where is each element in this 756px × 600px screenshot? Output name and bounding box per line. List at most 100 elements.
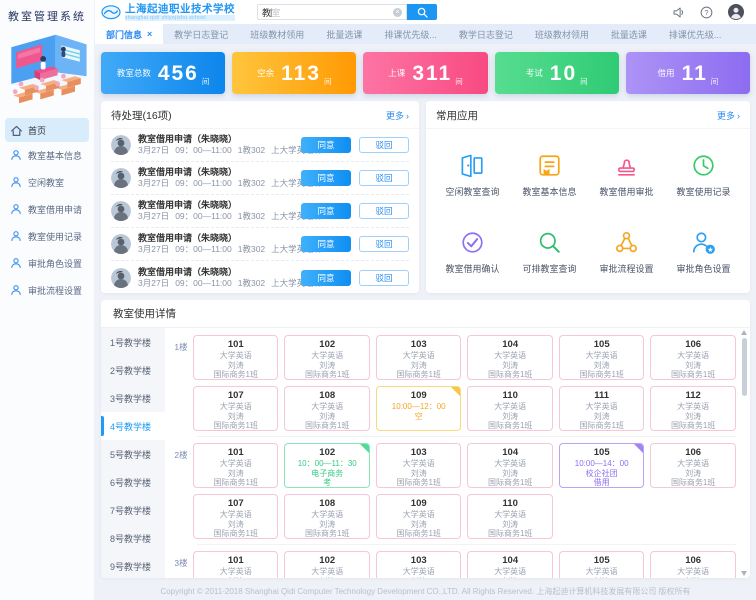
search-button[interactable]: [407, 4, 437, 20]
room-card[interactable]: 108 大学英语 刘涛 国际商务1班: [284, 386, 370, 431]
room-number: 104: [502, 339, 519, 350]
tab-8[interactable]: 排课优先级...: [658, 24, 733, 44]
building-tab[interactable]: 8号教学楼: [110, 533, 152, 544]
app-item[interactable]: 可排教室查询: [511, 216, 588, 287]
room-card[interactable]: 105 10:00—14：00 校企社团 借用: [558, 443, 645, 488]
room-card[interactable]: 112 大学英语 刘涛 国际商务1班: [650, 386, 736, 431]
sidebar-item[interactable]: 教室基本信息: [0, 142, 94, 169]
room-info-line: 大学英语: [219, 402, 252, 411]
reject-button[interactable]: 驳回: [359, 170, 409, 186]
building-tab[interactable]: 9号教学楼: [110, 561, 152, 572]
sidebar-item[interactable]: 首页: [5, 118, 89, 142]
stat-card[interactable]: 考试 10 间: [494, 52, 619, 94]
volume-icon[interactable]: [672, 6, 685, 19]
building-tab[interactable]: 1号教学楼: [110, 337, 152, 348]
clear-search-icon[interactable]: ×: [393, 7, 402, 17]
room-info-line: 国际商务1班: [213, 421, 258, 431]
stat-value: 456: [157, 61, 199, 85]
room-card[interactable]: 109 10:00—12：00 空: [375, 386, 462, 431]
room-info-line: 大学英语: [402, 567, 435, 576]
scroll-up-arrow[interactable]: [741, 330, 747, 335]
pending-more-link[interactable]: 更多 ›: [385, 110, 409, 122]
sidebar-item[interactable]: 教室借用申请: [0, 196, 94, 223]
approve-button[interactable]: 同意: [301, 236, 351, 252]
building-tab[interactable]: 4号教学楼: [101, 412, 165, 440]
app-item[interactable]: 教室使用记录: [665, 139, 742, 210]
user-avatar[interactable]: [728, 4, 744, 20]
sidebar-item[interactable]: 审批角色设置: [0, 250, 94, 277]
tab-6[interactable]: 班级教材领用: [524, 24, 600, 44]
scrollbar-thumb[interactable]: [742, 338, 747, 396]
building-tab[interactable]: 2号教学楼: [110, 365, 152, 376]
sidebar-item-label: 空闲教室: [28, 178, 65, 188]
building-tab[interactable]: 7号教学楼: [110, 505, 152, 516]
building-tab[interactable]: 3号教学楼: [110, 393, 152, 404]
reject-button[interactable]: 驳回: [359, 236, 409, 252]
app-item[interactable]: 审批流程设置: [588, 216, 665, 287]
app-item[interactable]: 教室借用审批: [588, 139, 665, 210]
tab-3[interactable]: 批量选课: [315, 24, 373, 44]
reject-button[interactable]: 驳回: [359, 269, 409, 286]
approve-button[interactable]: 同意: [301, 203, 351, 219]
app-item[interactable]: ★ 审批角色设置: [665, 216, 742, 287]
app-item[interactable]: 教室基本信息: [511, 139, 588, 210]
sidebar-item[interactable]: 审批流程设置: [0, 277, 94, 304]
close-icon[interactable]: ×: [147, 29, 153, 39]
sidebar-item[interactable]: 空闲教室: [0, 169, 94, 196]
tab-2[interactable]: 班级教材领用: [239, 24, 315, 44]
help-icon[interactable]: ?: [700, 6, 713, 19]
app-item[interactable]: 空闲教室查询: [434, 139, 511, 210]
scroll-down-arrow[interactable]: [741, 571, 747, 576]
floor-group: 1楼 101 大学英语 刘涛 国际商务1班 102 大学英语 刘涛 国际商务1班 103 大学英语刘…: [169, 335, 736, 431]
tab-5[interactable]: 教学日志登记: [448, 24, 524, 44]
stat-card[interactable]: 借用 11 间: [625, 52, 751, 94]
reject-button[interactable]: 驳回: [359, 203, 409, 219]
tab-7[interactable]: 批量选课: [600, 24, 658, 44]
pending-item: 教室借用申请（朱晓晓） 3月27日 09：00—11:00 1教302 上大学英语课 同意…: [111, 261, 409, 293]
room-card[interactable]: 110 大学英语 刘涛 国际商务1班: [467, 386, 553, 431]
stat-unit: 间: [455, 77, 463, 86]
building-tab[interactable]: 5号教学楼: [110, 449, 152, 460]
stat-card[interactable]: 上课 311 间: [363, 52, 488, 94]
pending-item: 教室借用申请（朱晓晓） 3月27日 09：00—11:00 1教302 上大学英语课 同意…: [111, 129, 409, 162]
approve-button[interactable]: 同意: [301, 170, 351, 186]
building-tab[interactable]: 6号教学楼: [110, 477, 152, 488]
room-card[interactable]: 110 大学英语 刘涛 国际商务1班: [467, 494, 553, 539]
search-input[interactable]: 教 | 室 ×: [257, 4, 407, 20]
request-room: 1教302: [237, 244, 266, 254]
apps-more-link[interactable]: 更多 ›: [716, 110, 740, 122]
app-item[interactable]: 教室借用确认: [434, 216, 511, 287]
tab-4[interactable]: 排课优先级...: [373, 24, 448, 44]
approve-button[interactable]: 同意: [301, 137, 351, 153]
sidebar-item[interactable]: 教室使用记录: [0, 223, 94, 250]
room-card[interactable]: 107 大学英语 刘涛 国际商务1班: [193, 386, 279, 431]
room-card[interactable]: 109 大学英语 刘涛 国际商务1班: [375, 494, 462, 539]
stat-card[interactable]: 空余 113 间: [232, 52, 357, 94]
approve-button[interactable]: 同意: [301, 269, 351, 286]
tab-active[interactable]: 部门信息 ×: [95, 24, 164, 44]
room-card[interactable]: 102 10：00—11：30 电子商务考: [284, 443, 370, 488]
room-card[interactable]: 111 大学英语 刘涛 国际商务1班: [558, 386, 645, 431]
reject-button[interactable]: 驳回: [359, 137, 409, 153]
stat-card[interactable]: 教室总数 456 间: [101, 52, 226, 94]
room-card[interactable]: 108 大学英语 刘涛 国际商务1班: [284, 494, 370, 539]
room-card[interactable]: 107 大学英语 刘涛 国际商务1班: [193, 494, 279, 539]
room-number: 109: [410, 498, 427, 509]
tab-1[interactable]: 教学日志登记: [163, 24, 239, 44]
